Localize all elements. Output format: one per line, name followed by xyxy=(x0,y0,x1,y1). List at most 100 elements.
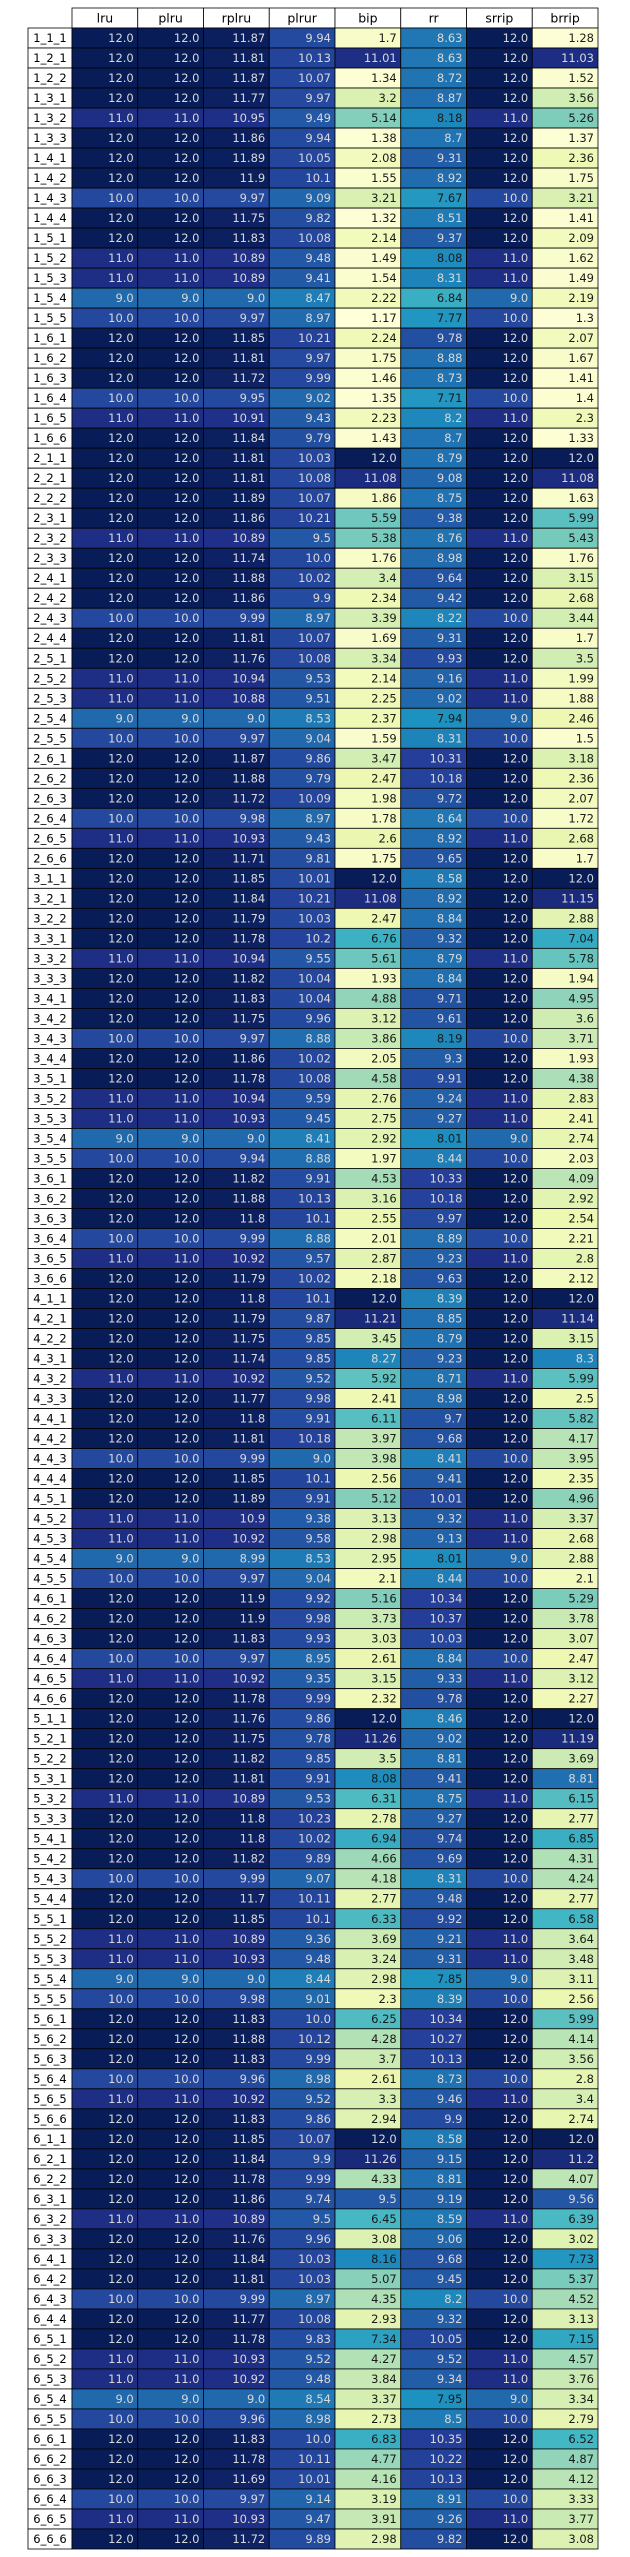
cell-value-label: 2.79 xyxy=(568,2412,594,2426)
cell-value-label: 12.0 xyxy=(108,1852,134,1866)
column-header-label: srrip xyxy=(485,11,513,26)
cell-value-label: 12.0 xyxy=(108,2452,134,2466)
cell-value-label: 10.0 xyxy=(108,1872,134,1886)
cell-value-label: 9.0 xyxy=(247,291,265,305)
cell-value-label: 9.45 xyxy=(437,2272,463,2286)
row-header-label: 4_5_1 xyxy=(33,1492,66,1506)
cell-value-label: 3.2 xyxy=(378,91,396,105)
cell-value-label: 11.81 xyxy=(232,351,265,365)
cell-value-label: 9.5 xyxy=(313,531,331,545)
cell-value-label: 12.0 xyxy=(174,631,200,645)
cell-value-label: 12.0 xyxy=(174,2012,200,2026)
row-header-label: 2_5_2 xyxy=(33,671,66,685)
cell-value-label: 10.0 xyxy=(503,1151,529,1165)
cell-value-label: 2.21 xyxy=(568,1231,594,1245)
cell-value-label: 10.08 xyxy=(298,471,331,485)
cell-value-label: 10.0 xyxy=(305,551,331,565)
cell-value-label: 9.99 xyxy=(240,1452,266,1466)
cell-value-label: 11.0 xyxy=(174,2352,200,2366)
cell-value-label: 11.9 xyxy=(240,1612,266,1626)
cell-value-label: 9.85 xyxy=(305,1332,331,1346)
cell-value-label: 10.08 xyxy=(298,1071,331,1085)
cell-value-label: 10.02 xyxy=(298,571,331,585)
cell-value-label: 9.78 xyxy=(305,1732,331,1746)
cell-value-label: 11.0 xyxy=(174,111,200,125)
cell-value-label: 10.94 xyxy=(232,671,265,685)
cell-value-label: 12.0 xyxy=(503,151,529,165)
cell-value-label: 9.31 xyxy=(437,631,463,645)
cell-value-label: 8.7 xyxy=(444,431,462,445)
cell-value-label: 10.0 xyxy=(503,811,529,825)
cell-value-label: 1.63 xyxy=(568,491,594,505)
cell-value-label: 12.0 xyxy=(108,1712,134,1726)
cell-value-label: 10.13 xyxy=(430,2052,463,2066)
cell-value-label: 11.0 xyxy=(503,2372,529,2386)
row-header-label: 3_6_3 xyxy=(33,1211,66,1225)
cell-value-label: 2.35 xyxy=(568,1472,594,1486)
cell-value-label: 12.0 xyxy=(503,1011,529,1025)
cell-value-label: 12.0 xyxy=(503,431,529,445)
cell-value-label: 11.0 xyxy=(108,1792,134,1806)
cell-value-label: 10.09 xyxy=(298,791,331,805)
cell-value-label: 12.0 xyxy=(174,51,200,65)
cell-value-label: 11.75 xyxy=(232,1332,265,1346)
cell-value-label: 3.69 xyxy=(568,1752,594,1766)
row-header-label: 6_4_2 xyxy=(33,2272,66,2286)
cell-value-label: 12.0 xyxy=(108,2032,134,2046)
cell-value-label: 2.22 xyxy=(371,291,397,305)
cell-value-label: 11.0 xyxy=(174,411,200,425)
cell-value-label: 2.74 xyxy=(568,1131,594,1145)
row-header-label: 6_6_1 xyxy=(33,2432,66,2446)
cell-value-label: 12.0 xyxy=(503,331,529,345)
cell-value-label: 1.33 xyxy=(568,431,594,445)
cell-value-label: 3.21 xyxy=(568,191,594,205)
cell-value-label: 12.0 xyxy=(503,2532,529,2546)
cell-value-label: 11.81 xyxy=(232,1772,265,1786)
cell-value-label: 11.83 xyxy=(232,1632,265,1646)
cell-value-label: 10.0 xyxy=(108,1151,134,1165)
cell-value-label: 3.16 xyxy=(371,1191,397,1205)
cell-value-label: 10.01 xyxy=(298,871,331,885)
cell-value-label: 12.0 xyxy=(503,2312,529,2326)
cell-value-label: 3.5 xyxy=(378,1752,396,1766)
cell-value-label: 11.77 xyxy=(232,1392,265,1406)
cell-value-label: 2.68 xyxy=(568,831,594,845)
cell-value-label: 7.73 xyxy=(568,2252,594,2266)
row-header-label: 2_4_4 xyxy=(33,631,66,645)
cell-value-label: 9.91 xyxy=(437,1071,463,1085)
cell-value-label: 12.0 xyxy=(174,151,200,165)
cell-value-label: 11.0 xyxy=(174,1111,200,1125)
cell-value-label: 11.0 xyxy=(174,2512,200,2526)
column-header-label: bip xyxy=(358,11,377,26)
cell-value-label: 12.0 xyxy=(174,1332,200,1346)
cell-value-label: 12.0 xyxy=(503,651,529,665)
cell-value-label: 2.14 xyxy=(371,671,397,685)
cell-value-label: 11.15 xyxy=(561,891,594,905)
cell-value-label: 12.0 xyxy=(108,971,134,985)
cell-value-label: 12.0 xyxy=(503,1692,529,1706)
cell-value-label: 12.0 xyxy=(503,131,529,145)
cell-value-label: 11.79 xyxy=(232,1312,265,1326)
cell-value-label: 10.0 xyxy=(503,191,529,205)
cell-value-label: 9.38 xyxy=(305,1512,331,1526)
cell-value-label: 10.08 xyxy=(298,2312,331,2326)
cell-value-label: 11.0 xyxy=(503,671,529,685)
cell-value-label: 3.95 xyxy=(568,1452,594,1466)
cell-value-label: 10.0 xyxy=(503,1872,529,1886)
row-header-label: 2_6_5 xyxy=(33,831,66,845)
cell-value-label: 2.25 xyxy=(371,691,397,705)
cell-value-label: 6.25 xyxy=(371,2012,397,2026)
cell-value-label: 12.0 xyxy=(108,1051,134,1065)
cell-value-label: 10.03 xyxy=(430,1632,463,1646)
cell-value-label: 3.73 xyxy=(371,1612,397,1626)
row-header-label: 4_4_2 xyxy=(33,1432,66,1446)
cell-value-label: 9.97 xyxy=(240,311,266,325)
cell-value-label: 12.0 xyxy=(503,1732,529,1746)
row-header-label: 4_5_3 xyxy=(33,1532,66,1546)
row-header-label: 1_5_1 xyxy=(33,231,66,245)
cell-value-label: 12.0 xyxy=(503,1912,529,1926)
cell-value-label: 8.88 xyxy=(305,1031,331,1045)
cell-value-label: 11.88 xyxy=(232,571,265,585)
cell-value-label: 12.0 xyxy=(108,371,134,385)
cell-value-label: 11.0 xyxy=(503,531,529,545)
